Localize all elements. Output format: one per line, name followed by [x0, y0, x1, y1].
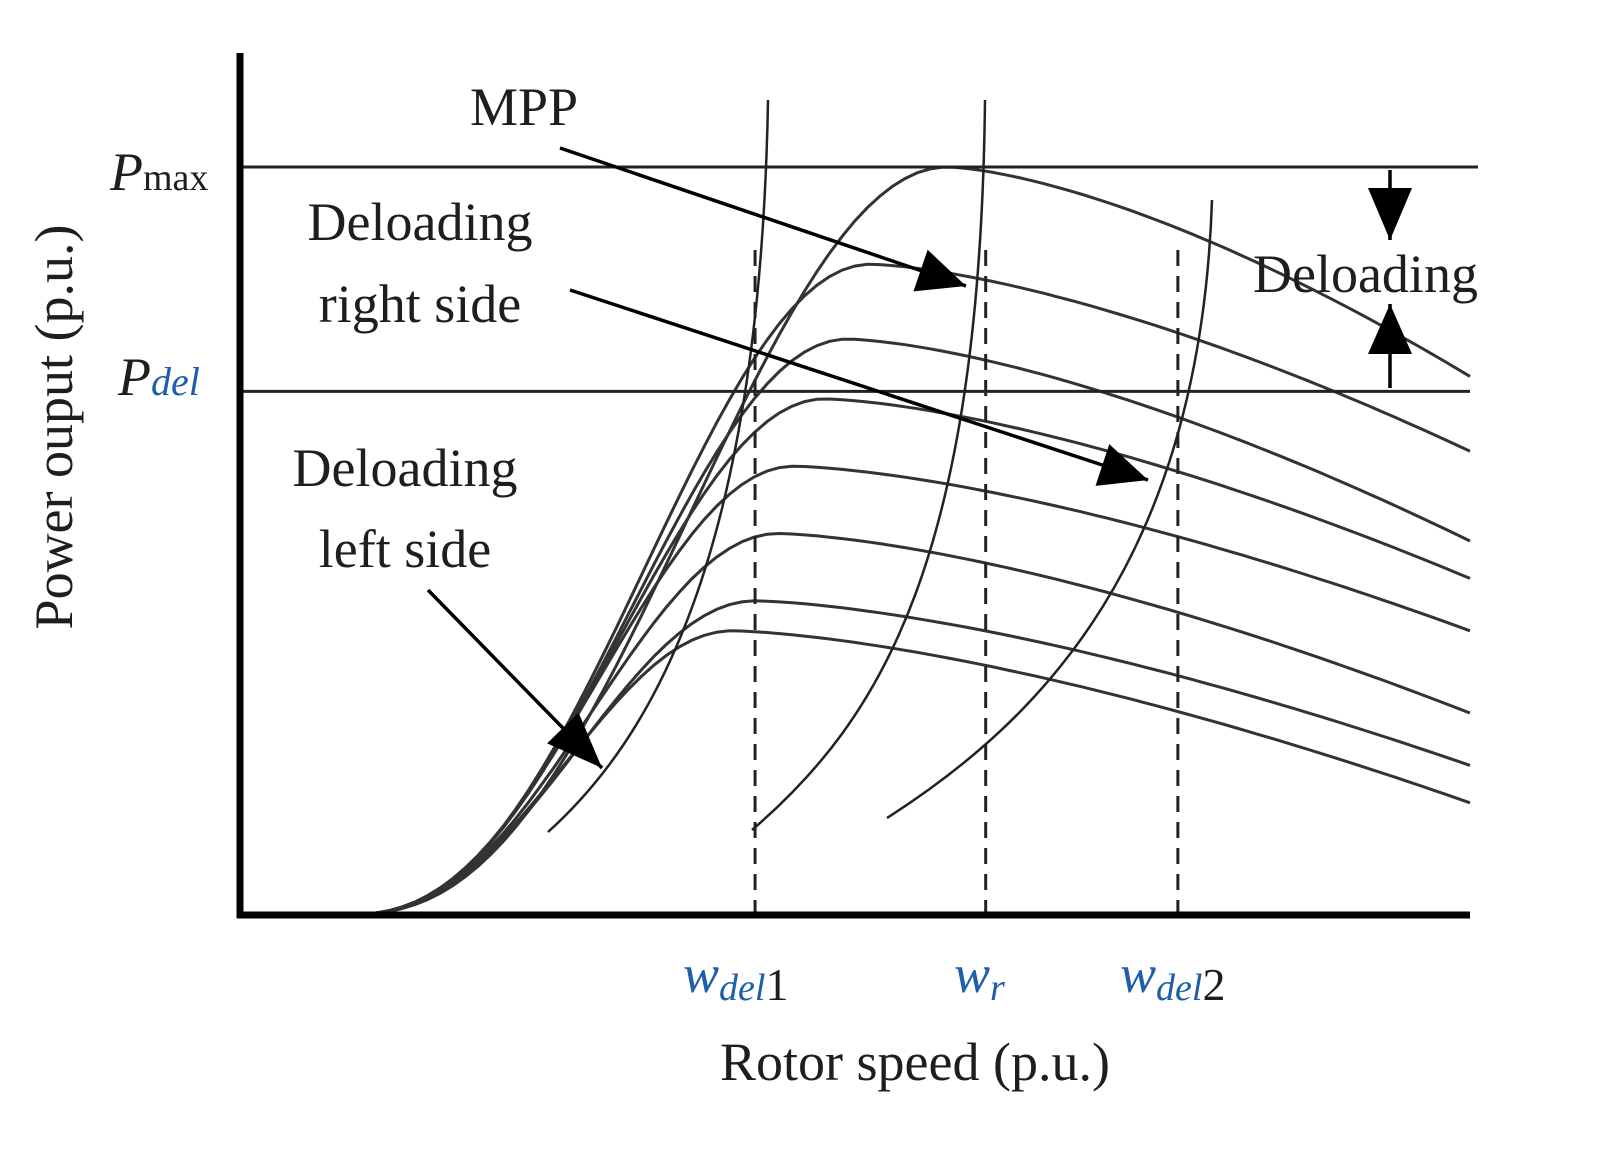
wdel1-sub: del	[719, 967, 765, 1009]
x-tick-label-wdel2: wdel2	[1120, 944, 1225, 1010]
y-tick-label-pdel: Pdel	[117, 347, 200, 407]
wdel2-suffix: 2	[1202, 959, 1225, 1010]
reference-lines	[240, 165, 1478, 915]
y-tick-label-pmax: Pmax	[109, 142, 208, 202]
x-axis-label: Rotor speed (p.u.)	[720, 1032, 1110, 1092]
right-side-label-line1: Deloading	[308, 192, 533, 252]
left-side-label-line2: left side	[319, 519, 491, 579]
wdel2-sub: del	[1156, 967, 1202, 1009]
wind-curve-7	[339, 599, 1471, 917]
wr-base: w	[954, 944, 990, 1004]
wr-sub: r	[990, 967, 1005, 1009]
wind-curve-6	[339, 531, 1471, 917]
wdel1-base: w	[683, 944, 719, 1004]
right-side-arrow-head	[1095, 444, 1148, 486]
deloading-up-arrow-head	[1368, 304, 1412, 354]
wind-curves	[339, 165, 1471, 917]
tracking-curves	[547, 99, 1214, 833]
pmax-base: P	[109, 142, 143, 202]
deloading-left-curve	[547, 99, 770, 833]
mpp-arrow-head	[913, 249, 966, 292]
wdel2-base: w	[1120, 944, 1156, 1004]
deloading-down-arrow-head	[1368, 188, 1412, 240]
left-side-arrow-head	[547, 712, 602, 768]
deloading-right-curve	[886, 199, 1214, 820]
mpp-arrow-shaft	[559, 146, 967, 288]
wind-curve-5	[339, 464, 1471, 917]
y-axis-label: Power ouput (p.u.)	[24, 225, 84, 630]
right-side-arrow-shaft	[569, 288, 1149, 482]
axes	[236, 53, 1470, 919]
pmax-sub: max	[143, 157, 208, 199]
wind-curve-8	[339, 629, 1471, 917]
wdel1-suffix: 1	[765, 959, 788, 1010]
x-tick-label-wdel1: wdel1	[683, 944, 788, 1010]
left-side-label-line1: Deloading	[293, 438, 518, 498]
pdel-base: P	[117, 347, 151, 407]
deloading-label: Deloading	[1253, 244, 1478, 304]
mpp-curve	[751, 99, 987, 831]
pdel-sub: del	[151, 359, 200, 404]
mpp-label: MPP	[470, 77, 578, 137]
annotation-arrows	[426, 146, 1412, 770]
x-tick-label-wr: wr	[954, 944, 1005, 1009]
right-side-label-line2: right side	[319, 274, 521, 334]
